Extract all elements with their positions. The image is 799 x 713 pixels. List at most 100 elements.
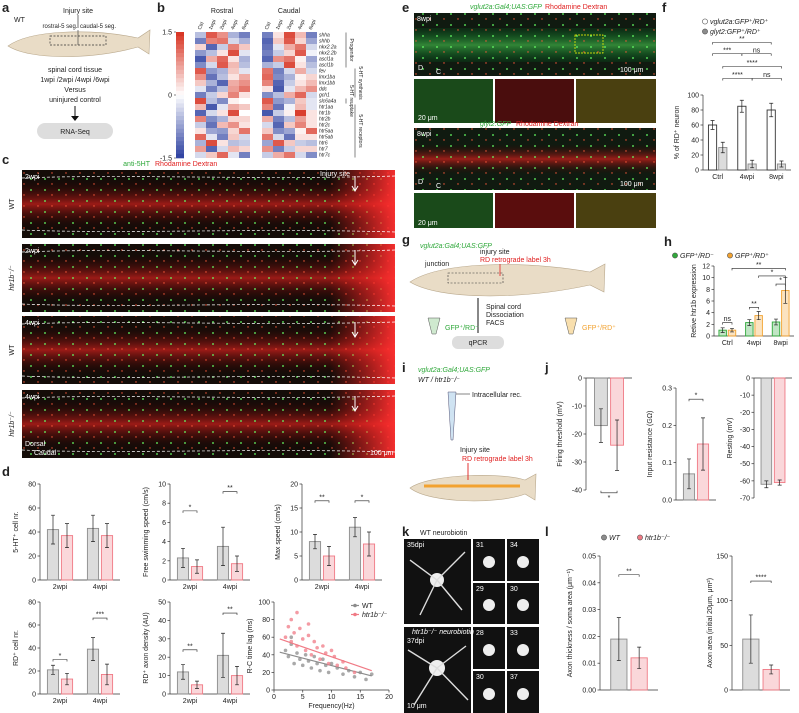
heatmap-cell (217, 50, 228, 56)
y-tick-label: 100 (258, 600, 270, 607)
y-tick-label: 0.2 (662, 423, 672, 430)
colorbar (176, 137, 184, 142)
heatmap-cell (239, 50, 250, 56)
colorbar (176, 44, 184, 50)
point (295, 651, 299, 655)
y-tick-label: 10 (158, 482, 166, 489)
heatmap-cell (228, 50, 239, 56)
panel-label: f (662, 0, 667, 15)
y-tick-label: 80 (28, 600, 36, 607)
point (286, 654, 291, 659)
heatmap-cell (228, 32, 239, 38)
label: 20 μm (418, 115, 438, 122)
y-tick-label: 0 (266, 688, 270, 695)
error-bar (730, 328, 734, 333)
heatmap-cell (217, 80, 228, 86)
bracket (182, 649, 198, 652)
heatmap-cell (206, 110, 217, 116)
heatmap-cell (206, 146, 217, 152)
label: RNA-Seq (60, 129, 90, 136)
heatmap-cell (206, 80, 217, 86)
colorbar-label: -1.5 (160, 156, 172, 163)
heatmap-cell (228, 98, 239, 104)
y-axis-label: RD⁺ cell nr. (12, 630, 20, 666)
column-label: 4wpi (230, 19, 240, 31)
heatmap-cell (206, 140, 217, 146)
row-label: nkx2.2a (319, 45, 337, 51)
colorbar (176, 90, 184, 96)
label: spinal cord tissue (48, 67, 102, 74)
y-tick-label: 6 (706, 299, 710, 306)
y-tick-label: 80 (691, 108, 699, 115)
colorbar (176, 128, 184, 134)
heatmap-cell (262, 134, 273, 140)
micrograph (414, 13, 656, 76)
y-tick-label: 0.0 (662, 498, 672, 505)
heatmap-cell (306, 134, 317, 140)
heatmap-cell (262, 98, 273, 104)
bracket (600, 490, 618, 494)
row-label: ascl1b (319, 63, 334, 69)
annotation: *** (96, 612, 104, 619)
heatmap-cell (306, 68, 317, 74)
bar (773, 377, 786, 484)
label: injury site (480, 249, 510, 256)
label: 4wpi (25, 320, 40, 327)
label: Intracellular rec. (472, 392, 522, 399)
y-tick-label: -70 (740, 496, 750, 503)
point (369, 672, 374, 676)
colorbar (176, 82, 184, 87)
heatmap-cell (228, 122, 239, 128)
x-tick-label: 2wpi (183, 584, 198, 591)
heatmap-cell (284, 128, 295, 134)
legend-label: vglut2a:GFP⁺/RD⁺ (710, 18, 769, 26)
heatmap-cell (295, 92, 306, 98)
y-tick-label: 0 (706, 334, 710, 341)
neurite (409, 551, 466, 616)
annotation: ** (187, 643, 193, 650)
trend-line (279, 638, 372, 672)
point (306, 622, 311, 626)
bracket (314, 500, 330, 503)
error-bar (747, 319, 752, 326)
heatmap-cell (273, 62, 284, 68)
heatmap-cell (295, 62, 306, 68)
panel-label: l (545, 524, 549, 539)
heatmap-cell (228, 152, 239, 158)
neuron (517, 644, 529, 656)
label: RD retrograde label 3h (462, 456, 533, 463)
colorbar (176, 53, 184, 58)
row-label: htr1b (319, 111, 331, 117)
bracket (731, 268, 786, 271)
heatmap-cell (195, 62, 206, 68)
heatmap-cell (239, 122, 250, 128)
point (329, 661, 334, 666)
error-bar (769, 102, 774, 118)
error-bar (774, 318, 778, 326)
y-axis-label: Axon area (initial 20μm, μm²) (707, 578, 714, 668)
heatmap-cell (206, 104, 217, 110)
point (352, 675, 357, 679)
heatmap-cell (239, 116, 250, 122)
row-label: shha (319, 33, 330, 39)
neurons (407, 551, 529, 706)
micrograph (330, 316, 395, 384)
heatmap-cell (206, 56, 217, 62)
heatmap-cell (195, 128, 206, 134)
heatmap-cell (206, 86, 217, 92)
panel-label: i (402, 360, 406, 375)
x-tick-label: 0 (272, 694, 276, 701)
heatmap-cell (295, 104, 306, 110)
label: Injury site (460, 447, 490, 454)
annotation: * (361, 494, 364, 501)
point (303, 648, 308, 653)
heatmap-cell (217, 44, 228, 50)
heatmap-cell (284, 62, 295, 68)
y-tick-label: 15 (290, 506, 298, 513)
bar (737, 105, 747, 171)
y-tick-label: 10 (702, 275, 710, 282)
legend-label: htr1b⁻/⁻ (362, 612, 388, 619)
heatmap-cell (295, 50, 306, 56)
heatmap-cell (195, 86, 206, 92)
